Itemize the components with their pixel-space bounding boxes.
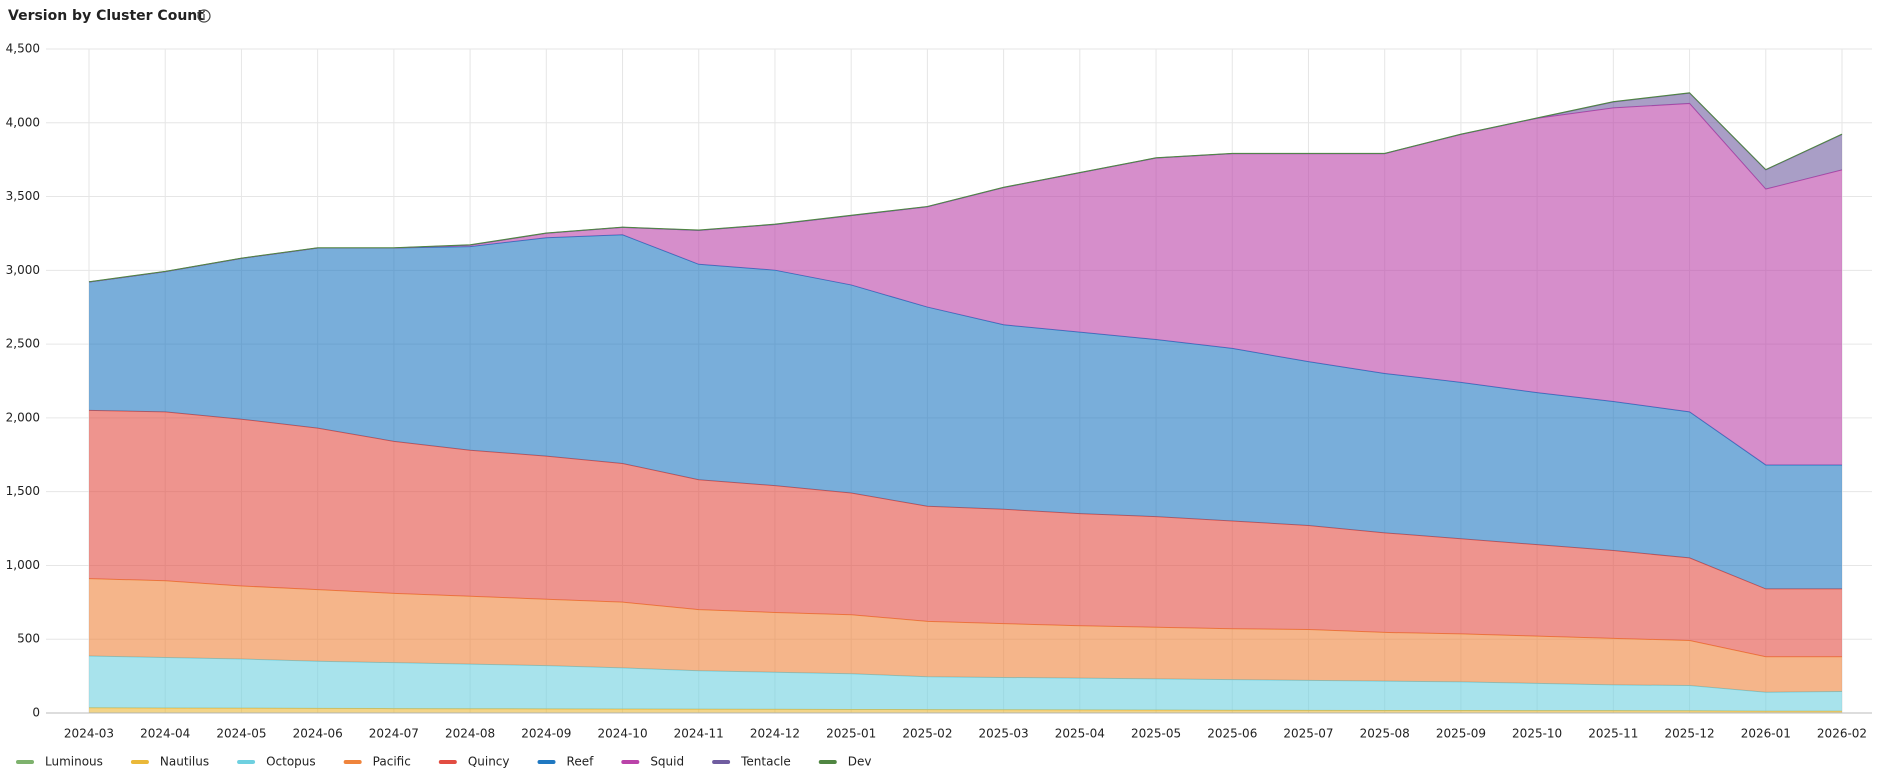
legend-label: Dev bbox=[848, 755, 872, 769]
y-tick-label: 4,500 bbox=[6, 42, 40, 56]
x-tick-label: 2025-07 bbox=[1283, 727, 1333, 741]
y-tick-label: 3,000 bbox=[6, 263, 40, 277]
area bbox=[89, 103, 1842, 465]
info-icon[interactable] bbox=[197, 9, 211, 23]
x-tick-label: 2025-10 bbox=[1512, 727, 1562, 741]
x-tick-label: 2026-02 bbox=[1817, 727, 1867, 741]
x-tick-label: 2025-04 bbox=[1055, 727, 1105, 741]
y-tick-label: 500 bbox=[17, 632, 40, 646]
area bbox=[89, 578, 1842, 693]
x-tick-label: 2025-11 bbox=[1588, 727, 1638, 741]
x-tick-label: 2024-07 bbox=[369, 727, 419, 741]
x-tick-label: 2024-08 bbox=[445, 727, 495, 741]
legend-label: Squid bbox=[650, 755, 684, 769]
x-tick-label: 2024-12 bbox=[750, 727, 800, 741]
x-tick-label: 2025-01 bbox=[826, 727, 876, 741]
legend-label: Reef bbox=[567, 755, 595, 769]
x-tick-label: 2024-04 bbox=[140, 727, 190, 741]
y-tick-label: 1,500 bbox=[6, 484, 40, 498]
x-tick-label: 2025-08 bbox=[1360, 727, 1410, 741]
y-tick-label: 4,000 bbox=[6, 115, 40, 129]
area-line bbox=[88, 92, 1843, 283]
area bbox=[89, 234, 1842, 589]
x-tick-label: 2025-06 bbox=[1207, 727, 1257, 741]
chart-title: Version by Cluster Count bbox=[8, 8, 204, 24]
x-tick-label: 2024-10 bbox=[597, 727, 647, 741]
x-tick-label: 2024-03 bbox=[64, 727, 114, 741]
x-tick-label: 2024-05 bbox=[216, 727, 266, 741]
legend-label: Pacific bbox=[373, 755, 411, 769]
x-tick-label: 2025-09 bbox=[1436, 727, 1486, 741]
x-tick-label: 2025-03 bbox=[979, 727, 1029, 741]
legend-label: Octopus bbox=[266, 755, 316, 769]
legend-label: Luminous bbox=[45, 755, 103, 769]
x-tick-label: 2025-12 bbox=[1664, 727, 1714, 741]
y-tick-label: 0 bbox=[32, 706, 40, 720]
x-tick-label: 2024-11 bbox=[674, 727, 724, 741]
y-tick-label: 2,000 bbox=[6, 410, 40, 424]
y-tick-label: 2,500 bbox=[6, 337, 40, 351]
x-tick-label: 2025-02 bbox=[902, 727, 952, 741]
x-tick-label: 2024-06 bbox=[293, 727, 343, 741]
legend-label: Nautilus bbox=[160, 755, 209, 769]
area bbox=[89, 656, 1842, 712]
x-tick-label: 2024-09 bbox=[521, 727, 571, 741]
area bbox=[89, 410, 1842, 657]
y-tick-label: 3,500 bbox=[6, 189, 40, 203]
x-tick-label: 2026-01 bbox=[1741, 727, 1791, 741]
y-tick-label: 1,000 bbox=[6, 558, 40, 572]
legend-label: Quincy bbox=[468, 755, 510, 769]
legend-label: Tentacle bbox=[740, 755, 791, 769]
x-tick-label: 2025-05 bbox=[1131, 727, 1181, 741]
